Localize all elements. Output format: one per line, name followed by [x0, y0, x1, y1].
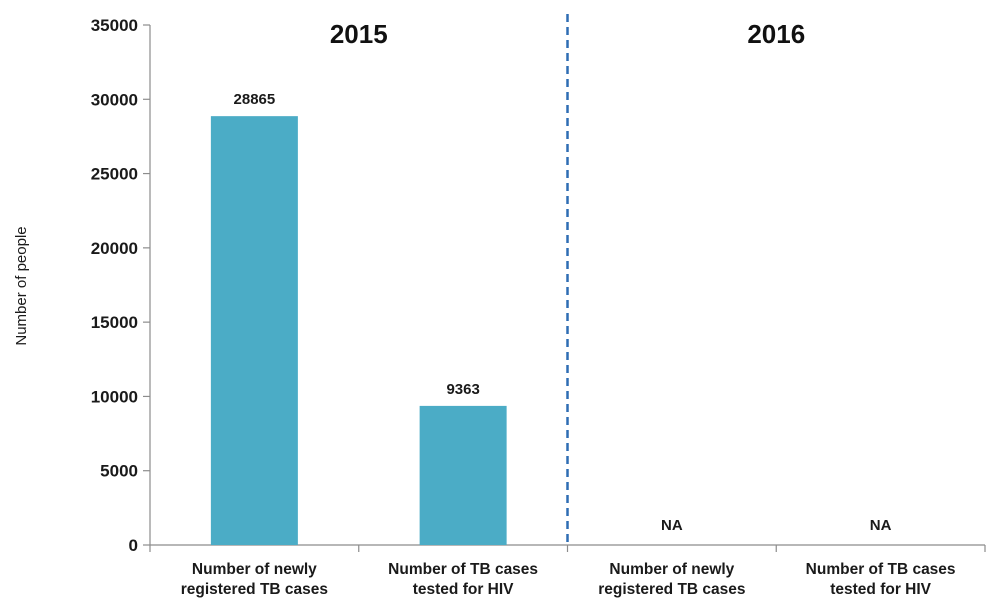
y-tick-label: 20000 [91, 239, 138, 258]
data-label: 28865 [234, 91, 276, 108]
x-category-label: Number of newly registered TB cases [181, 561, 328, 598]
data-label: 9363 [446, 381, 479, 398]
data-label-na: NA [870, 517, 892, 534]
data-labels: 28865 9363 NA NA 2015 2016 [234, 19, 892, 534]
y-tick-label: 30000 [91, 90, 138, 109]
bar [419, 405, 507, 545]
bars [210, 116, 507, 546]
x-category-label: Number of newly registered TB cases [598, 561, 745, 598]
x-category-label: Number of TB cases tested for HIV [806, 561, 956, 598]
y-tick-label: 10000 [91, 387, 138, 406]
group-year-label: 2015 [330, 19, 388, 49]
y-tick-label: 35000 [91, 16, 138, 35]
bar [210, 116, 298, 546]
y-axis-label: Number of people [13, 226, 30, 345]
y-tick-label: 0 [129, 536, 138, 555]
x-category-label: Number of TB cases tested for HIV [388, 561, 538, 598]
y-tick-label: 25000 [91, 165, 138, 184]
y-tick-label: 15000 [91, 313, 138, 332]
axes: 0 5000 10000 15000 20000 25000 30000 35000 Numbe… [91, 14, 986, 598]
y-tick-label: 5000 [100, 462, 138, 481]
group-year-label: 2016 [747, 19, 805, 49]
data-label-na: NA [661, 517, 683, 534]
